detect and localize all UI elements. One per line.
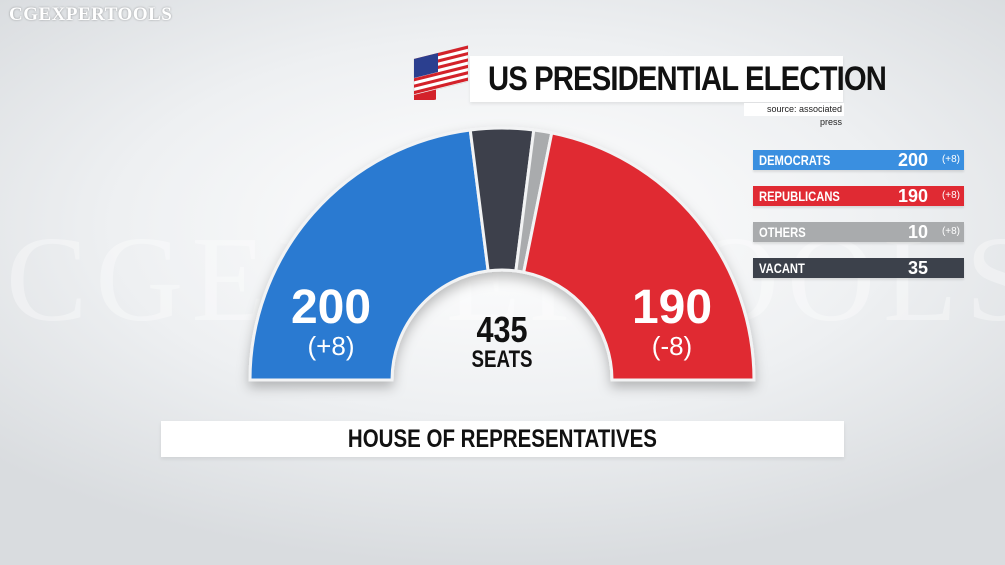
legend-item-others: OTHERS 10 (+8) — [753, 222, 964, 242]
legend-value: 190 — [897, 186, 928, 206]
source-note: source: associated press — [744, 103, 844, 127]
legend-value: 200 — [897, 150, 928, 170]
chamber-label: HOUSE OF REPRESENTATIVES — [161, 421, 844, 457]
legend: DEMOCRATS 200 (+8) REPUBLICANS 190 (+8) … — [753, 150, 964, 294]
democrats-arc-value: 200 — [290, 281, 372, 334]
legend-item-democrats: DEMOCRATS 200 (+8) — [753, 150, 964, 170]
arc-republicans — [521, 131, 756, 382]
legend-value: 35 — [907, 258, 928, 278]
democrats-arc-label: 200 (+8) — [256, 281, 406, 361]
legend-name: OTHERS — [759, 224, 806, 240]
legend-name: DEMOCRATS — [759, 152, 831, 168]
democrats-arc-change: (+8) — [307, 331, 355, 361]
arc-democrats — [248, 128, 490, 382]
legend-change: (+8) — [941, 154, 960, 165]
title-banner: US PRESIDENTIAL ELECTION — [470, 56, 887, 102]
us-flag-icon — [413, 45, 469, 100]
legend-change: (+8) — [941, 226, 960, 237]
legend-name: VACANT — [759, 260, 805, 276]
total-seats-value: 435 — [476, 309, 528, 350]
total-seats-unit: SEATS — [471, 346, 533, 373]
chamber-label-text: HOUSE OF REPRESENTATIVES — [347, 425, 658, 453]
legend-change: (+8) — [941, 190, 960, 201]
page-title: US PRESIDENTIAL ELECTION — [488, 60, 887, 98]
total-seats-label: 435 SEATS — [440, 312, 564, 372]
republicans-arc-label: 190 (-8) — [597, 281, 747, 361]
legend-name: REPUBLICANS — [759, 188, 840, 204]
legend-item-republicans: REPUBLICANS 190 (+8) — [753, 186, 964, 206]
legend-value: 10 — [907, 222, 928, 242]
brand-logo: CGEXPERTOOLS — [9, 4, 173, 25]
legend-item-vacant: VACANT 35 — [753, 258, 964, 278]
republicans-arc-value: 190 — [631, 281, 713, 334]
republicans-arc-change: (-8) — [651, 331, 693, 361]
